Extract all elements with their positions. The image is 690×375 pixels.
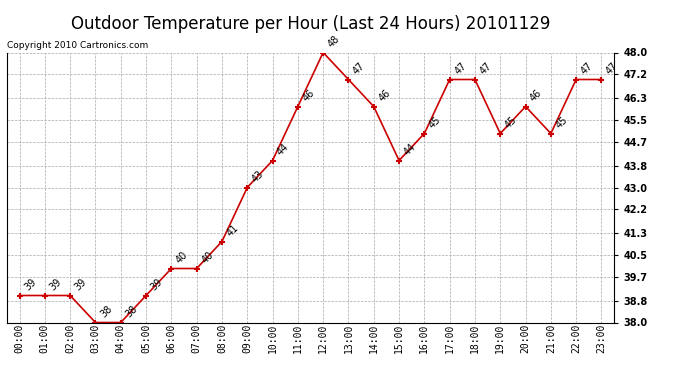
- Text: 39: 39: [48, 277, 63, 293]
- Text: 39: 39: [22, 277, 38, 293]
- Text: 47: 47: [604, 61, 620, 77]
- Text: 40: 40: [199, 250, 215, 266]
- Text: 47: 47: [579, 61, 595, 77]
- Text: 46: 46: [377, 88, 392, 104]
- Text: 47: 47: [477, 61, 493, 77]
- Text: 46: 46: [529, 88, 544, 104]
- Text: 46: 46: [301, 88, 316, 104]
- Text: 47: 47: [453, 61, 469, 77]
- Text: 47: 47: [351, 61, 367, 77]
- Text: 48: 48: [326, 34, 342, 50]
- Text: 45: 45: [553, 115, 569, 131]
- Text: 41: 41: [225, 223, 240, 239]
- Text: Outdoor Temperature per Hour (Last 24 Hours) 20101129: Outdoor Temperature per Hour (Last 24 Ho…: [71, 15, 550, 33]
- Text: 44: 44: [402, 142, 417, 158]
- Text: 45: 45: [427, 115, 443, 131]
- Text: 39: 39: [149, 277, 164, 293]
- Text: 38: 38: [98, 304, 114, 320]
- Text: 43: 43: [250, 169, 266, 185]
- Text: 44: 44: [275, 142, 291, 158]
- Text: 40: 40: [174, 250, 190, 266]
- Text: 39: 39: [73, 277, 88, 293]
- Text: Copyright 2010 Cartronics.com: Copyright 2010 Cartronics.com: [7, 41, 148, 50]
- Text: 45: 45: [503, 115, 519, 131]
- Text: 38: 38: [124, 304, 139, 320]
